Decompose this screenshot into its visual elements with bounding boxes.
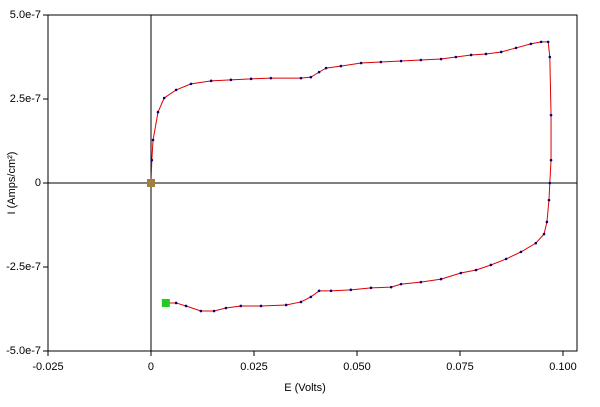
data-point [174,88,178,92]
data-point [249,77,253,81]
data-point [529,42,533,46]
data-point [329,289,333,293]
data-point [269,76,273,80]
data-point [419,58,423,62]
data-point [299,76,303,80]
start-marker [161,298,170,307]
data-point [349,288,353,292]
data-point [534,241,538,245]
x-tick-label: 0.100 [549,361,577,373]
data-point [489,263,493,267]
data-point [548,55,552,59]
data-point [519,250,523,254]
data-point [547,198,551,202]
data-point [259,304,263,308]
data-point [419,280,423,284]
data-point [229,78,233,82]
data-point [549,113,553,117]
data-point [484,52,488,56]
end-marker [146,179,155,187]
data-point [399,282,403,286]
data-point [317,70,321,74]
data-point [546,40,550,44]
y-tick-label: 2.5e-7 [10,93,41,105]
data-point [199,309,203,313]
data-point [309,295,313,299]
y-tick-label: 5.0e-7 [10,9,41,21]
data-point [212,309,216,313]
data-point [439,57,443,61]
data-point [504,257,508,261]
data-point [549,158,553,162]
x-tick-label: 0.025 [240,361,268,373]
y-tick-label: -5.0e-7 [6,345,41,357]
data-point [317,289,321,293]
data-point [469,53,473,57]
data-point [379,60,383,64]
data-point [514,46,518,50]
data-point [189,82,193,86]
data-point [439,277,443,281]
data-point [174,301,178,305]
x-tick-label: 0 [148,361,154,373]
x-tick-label: 0.050 [343,361,371,373]
data-point [399,59,403,63]
x-tick-label: 0.075 [446,361,474,373]
y-tick-label: 0 [35,177,41,189]
data-point [545,220,549,224]
data-point [309,75,313,79]
data-point [542,232,546,236]
data-point [474,268,478,272]
x-axis-label: E (Volts) [284,382,326,394]
data-point [389,285,393,289]
data-point [369,286,373,290]
x-tick-label: -0.025 [32,361,63,373]
data-point [339,64,343,68]
data-point [284,303,288,307]
data-point [150,158,154,162]
data-point [539,40,543,44]
data-point [499,50,503,54]
y-axis-label: I (Amps/cm²) [6,152,18,215]
y-tick-label: -2.5e-7 [6,261,41,273]
data-point [239,304,243,308]
data-point [162,96,166,100]
data-point [454,55,458,59]
data-point [324,66,328,70]
data-point [299,300,303,304]
data-point [548,181,552,185]
data-point [359,61,363,65]
data-point [459,271,463,275]
data-point [151,138,155,142]
data-point [209,79,213,83]
data-point [156,110,160,114]
data-point [184,304,188,308]
data-point [224,306,228,310]
